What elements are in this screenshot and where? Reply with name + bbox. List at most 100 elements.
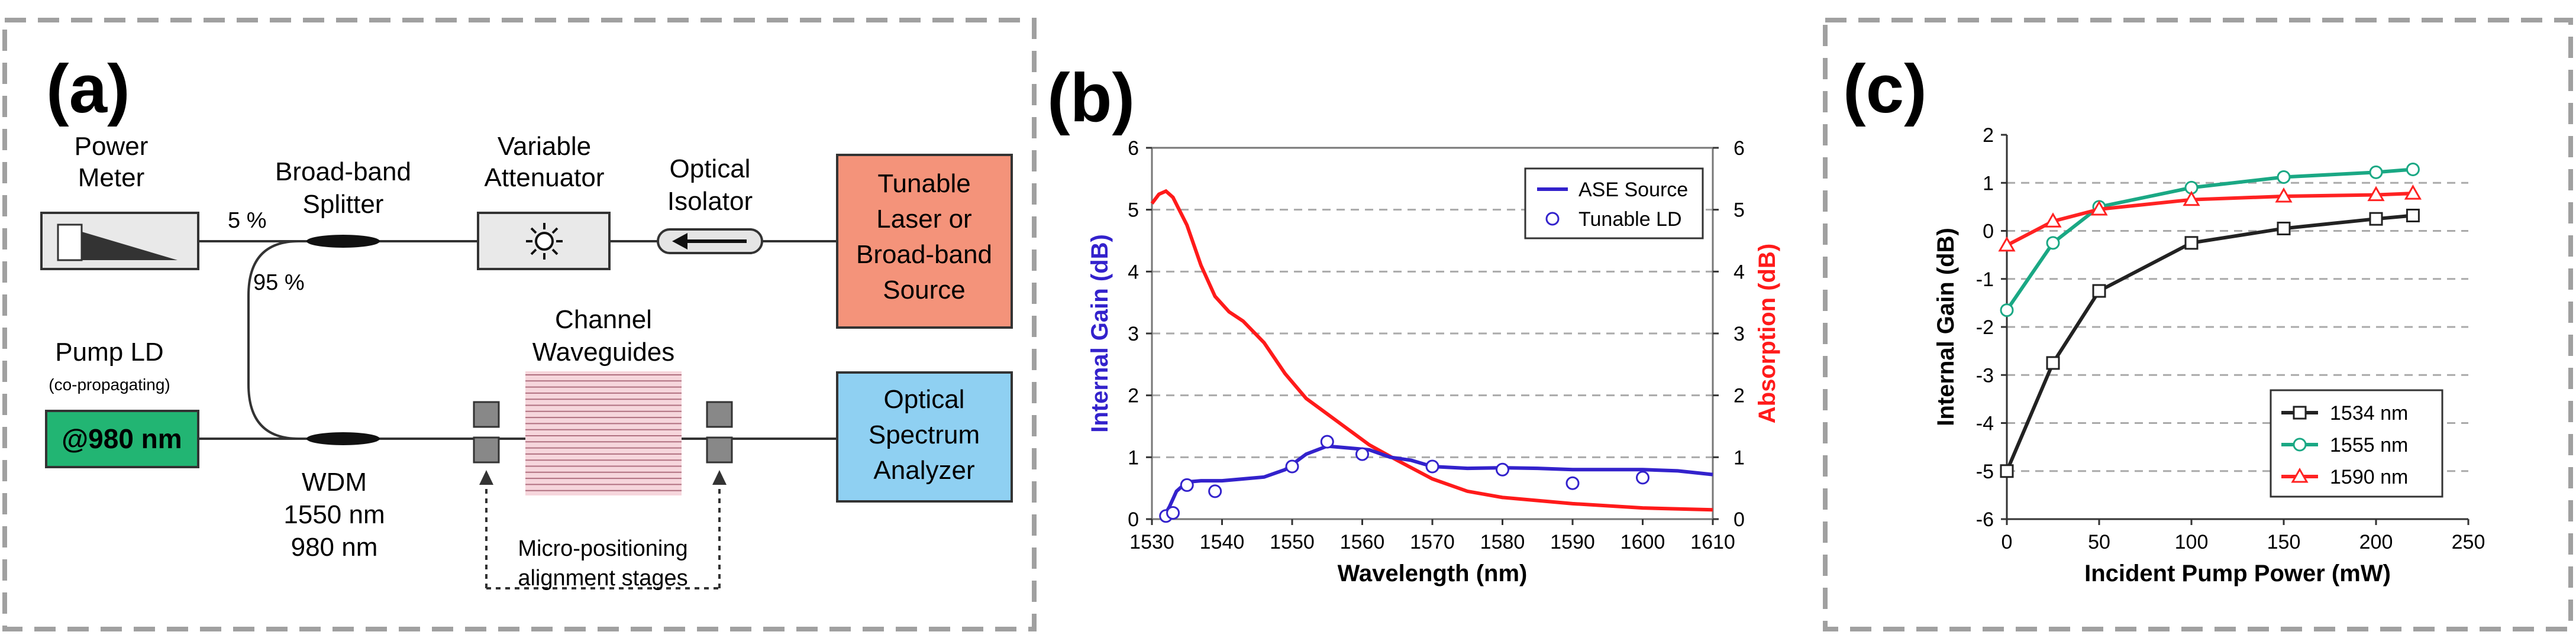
legend-swatch-marker — [2291, 467, 2309, 483]
osa-line-3: Analyzer — [873, 456, 974, 485]
x-tick-label: 200 — [2359, 531, 2393, 553]
wdm-line-1: WDM — [302, 468, 367, 497]
tunable-ld-point — [1636, 471, 1649, 485]
y-right-tick-label: 6 — [1734, 137, 1745, 160]
splitter-label-1: Broad-band — [275, 157, 411, 186]
tunable-ld-point — [1355, 447, 1369, 461]
data-point — [2275, 187, 2293, 203]
osa-line-2: Spectrum — [869, 420, 980, 449]
panel-c-label: (c) — [1843, 50, 1927, 127]
y-axis-label: Internal Gain (dB) — [1933, 228, 1959, 426]
power-meter-window — [57, 223, 83, 261]
data-point — [2406, 209, 2420, 222]
splitter-coupler — [306, 235, 380, 248]
y-right-tick-label: 1 — [1734, 446, 1745, 469]
x-tick-label: 1560 — [1340, 531, 1385, 553]
data-point — [2000, 303, 2014, 318]
pct-5: 5 % — [228, 208, 266, 233]
x-tick-label: 150 — [2267, 531, 2301, 553]
series-absorption-line — [1150, 189, 1713, 512]
chart-b: 1530 1540 1550 1560 1570 1580 1590 1600 16100123… — [1087, 137, 1780, 587]
data-point — [2090, 200, 2108, 216]
tunable-ld-point — [1320, 435, 1334, 449]
stage-arrows — [485, 482, 721, 589]
pump-sublabel: (co-propagating) — [49, 375, 170, 394]
legend-swatch-marker — [2293, 438, 2307, 452]
legend-swatch-marker — [2293, 406, 2307, 420]
data-point — [2367, 186, 2385, 202]
y-tick-label: 3 — [1128, 323, 1139, 345]
x-tick-label: 50 — [2088, 531, 2110, 553]
legend-box — [1524, 167, 1704, 239]
power-meter-icon — [58, 225, 177, 260]
osa-box — [836, 371, 1013, 503]
x-axis-label: Wavelength (nm) — [1338, 561, 1528, 587]
y-tick-label: -1 — [1976, 268, 1994, 291]
y-tick-label: -6 — [1976, 508, 1994, 531]
waveguide-chip — [525, 371, 682, 495]
x-tick-label: 1610 — [1690, 531, 1735, 553]
panel-c: (c) 0 50 100 150 200 250 -6 -5 -4 -3 -2 -1 0 1 2 Incide… — [1843, 50, 2485, 587]
series-line — [2006, 192, 2413, 247]
panel-b: (b) 1530 1540 1550 1560 1570 1580 1590 1600 1610… — [1047, 59, 1780, 587]
arrow-up-icon — [479, 470, 493, 485]
x-tick-label: 1530 — [1129, 531, 1174, 553]
y-right-axis-label: Absorption (dB) — [1754, 244, 1780, 423]
data-point — [2000, 464, 2014, 478]
channel-label-2: Waveguides — [532, 338, 675, 367]
sun-icon — [526, 223, 563, 260]
x-tick-label: 1550 — [1270, 531, 1315, 553]
tunable-ld-point — [1565, 476, 1580, 490]
tunable-ld-point — [1208, 484, 1222, 498]
legend-ase-label: ASE Source — [1578, 179, 1688, 201]
arrow-left-icon — [672, 233, 687, 250]
x-tick-label: 100 — [2175, 531, 2209, 553]
osa-line-1: Optical — [884, 385, 965, 414]
legend-label: 1590 nm — [2330, 466, 2408, 488]
y-tick-label: 4 — [1128, 261, 1139, 283]
isolator-label-1: Optical — [670, 154, 751, 183]
data-point — [1998, 236, 2016, 252]
source-line-2: Laser or — [876, 205, 971, 234]
y-tick-label: 1 — [1128, 446, 1139, 469]
data-point — [2092, 284, 2106, 298]
x-axis-label: Incident Pump Power (mW) — [2084, 561, 2391, 587]
x-tick-label: 1600 — [1621, 531, 1665, 553]
y-tick-label: -5 — [1976, 461, 1994, 483]
y-right-tick-label: 5 — [1734, 199, 1745, 222]
tunable-ld-point — [1166, 506, 1180, 520]
source-box — [836, 154, 1013, 329]
chart-c: 0 50 100 150 200 250 -6 -5 -4 -3 -2 -1 0 1 2 Incident P… — [1933, 124, 2485, 587]
legend-tunable-swatch — [1545, 212, 1560, 226]
power-meter-label-1: Power — [75, 132, 149, 161]
source-line-3: Broad-band — [856, 240, 992, 269]
y-tick-label: 0 — [1128, 508, 1139, 531]
arrow-up-icon — [712, 470, 727, 485]
stages-line-1: Micro-positioning — [518, 536, 687, 561]
power-meter-label-2: Meter — [78, 163, 144, 192]
stage-left-top — [473, 401, 500, 428]
data-point — [2046, 236, 2060, 250]
channel-waveguides — [525, 371, 682, 495]
wdm-line-2: 1550 nm — [283, 500, 385, 529]
panel-c-frame — [1823, 18, 2573, 631]
panel-a-frame — [2, 18, 1037, 631]
stage-right-bottom — [706, 436, 733, 464]
y-tick-label: 0 — [1983, 221, 1994, 243]
splitter-label-2: Splitter — [303, 190, 384, 219]
wdm-line-3: 980 nm — [291, 533, 378, 562]
y-right-tick-label: 0 — [1734, 508, 1745, 531]
legend-label: 1534 nm — [2330, 402, 2408, 425]
source-line-1: Tunable — [877, 169, 970, 198]
data-point — [2277, 221, 2291, 235]
attenuator-label-1: Variable — [498, 132, 591, 161]
isolator-label-2: Isolator — [667, 187, 753, 216]
pct-95: 95 % — [253, 270, 305, 295]
y-tick-label: -4 — [1976, 413, 1994, 435]
y-tick-label: 2 — [1128, 385, 1139, 407]
stage-right-top — [706, 401, 733, 428]
pump-box-text: @980 nm — [62, 423, 182, 454]
x-tick-label: 1540 — [1200, 531, 1245, 553]
tunable-ld-point — [1496, 462, 1509, 477]
